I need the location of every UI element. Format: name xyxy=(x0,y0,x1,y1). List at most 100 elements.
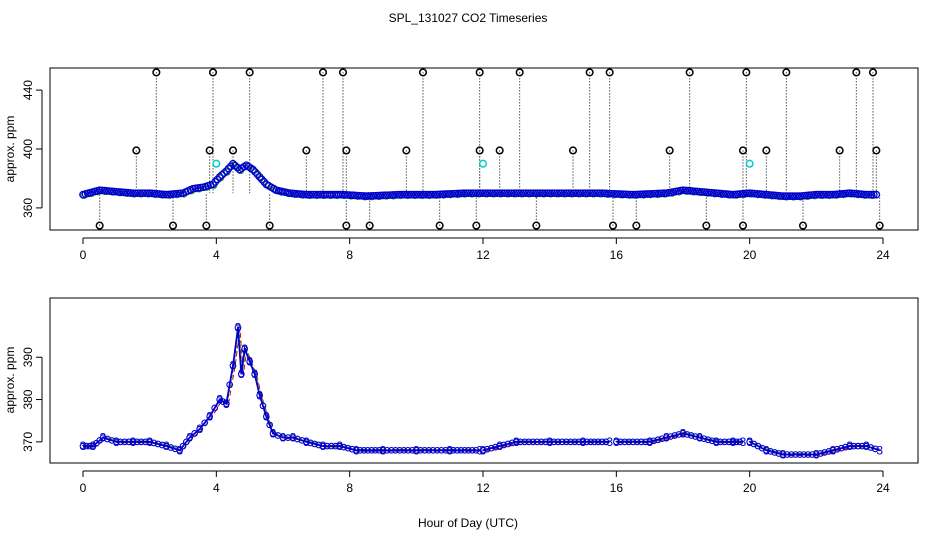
top-baseline-marker xyxy=(138,189,147,198)
bottom-marker xyxy=(796,451,804,458)
top-baseline-marker xyxy=(498,189,506,198)
top-baseline-marker xyxy=(560,189,568,198)
bottom-x-tick-label: 8 xyxy=(346,481,353,495)
bottom-marker xyxy=(437,446,445,454)
bottom-marker xyxy=(529,438,537,446)
top-baseline-marker xyxy=(231,161,240,170)
top-baseline-marker xyxy=(872,190,881,199)
bottom-y-tick-label: 370 xyxy=(21,432,35,452)
bottom-point-label: 3 xyxy=(380,443,387,457)
bottom-marker xyxy=(429,446,437,454)
top-spikes_high-marker xyxy=(318,68,328,77)
bottom-marker xyxy=(612,438,620,446)
top-baseline-marker xyxy=(824,190,833,199)
bottom-point-label: 3 xyxy=(446,443,453,457)
bottom-marker xyxy=(712,438,720,446)
bottom-marker xyxy=(732,438,740,446)
x-axis-label: Hour of Day (UTC) xyxy=(418,516,518,530)
top-spikes_low-marker xyxy=(875,221,884,230)
top-axes: 0 4 8 12 16 20 24 360 400 440 xyxy=(21,80,890,262)
top-baseline-marker xyxy=(229,159,237,168)
top-baseline-marker xyxy=(505,189,514,198)
top-baseline-marker xyxy=(129,189,137,198)
top-baseline-marker xyxy=(364,192,373,200)
top-baseline-marker xyxy=(445,190,454,198)
top-baseline-marker xyxy=(867,190,876,199)
top-spikes_mid-marker xyxy=(762,146,771,155)
top-spikes_low-marker xyxy=(168,221,178,230)
top-spikes_mid-marker xyxy=(302,146,311,155)
top-spikes_low-marker xyxy=(798,221,808,230)
bottom-marker xyxy=(550,438,558,446)
bottom-point-label: 3 xyxy=(413,443,420,457)
top-y-tick-label: 440 xyxy=(21,80,35,100)
top-baseline-marker xyxy=(519,189,528,198)
top-spikes_high-marker xyxy=(742,68,751,77)
top-spikes_high-marker xyxy=(868,68,878,77)
bottom-point-label: 3 xyxy=(740,435,747,449)
bottom-marker xyxy=(708,437,716,445)
top-baseline-marker xyxy=(826,190,835,199)
bottom-marker xyxy=(142,438,149,446)
bottom-marker xyxy=(79,442,87,450)
top-baseline-marker xyxy=(822,190,830,199)
bottom-marker xyxy=(154,440,162,448)
bottom-point-label: 3 xyxy=(263,409,270,423)
top-spikes_mid-marker xyxy=(228,146,238,155)
top-baseline-marker xyxy=(591,189,599,198)
top-baseline-marker xyxy=(598,189,606,198)
top-baseline-marker xyxy=(864,190,873,199)
top-baseline-marker xyxy=(781,192,790,200)
bottom-point-label: 3 xyxy=(230,359,237,373)
bottom-marker xyxy=(182,438,190,446)
top-baseline-marker xyxy=(638,190,647,199)
bottom-point-label: 3 xyxy=(846,439,853,453)
top-baseline-marker xyxy=(507,189,516,198)
top-baseline-marker xyxy=(452,189,461,198)
top-spikes_mid-marker xyxy=(475,146,484,155)
top-spikes_high-marker xyxy=(515,68,524,77)
top-baseline-marker xyxy=(786,192,794,200)
top-y-axis-label: approx. ppm xyxy=(3,116,17,183)
top-baseline-marker xyxy=(576,189,585,198)
top-baseline-marker xyxy=(436,190,444,199)
bottom-point-label: 3 xyxy=(730,435,737,449)
bottom-marker xyxy=(372,446,379,454)
top-baseline-marker xyxy=(817,190,825,199)
bottom-point-label: 3 xyxy=(496,439,503,453)
top-baseline-marker xyxy=(433,190,442,199)
bottom-point-label: 3 xyxy=(196,422,203,436)
bottom-marker xyxy=(417,446,424,454)
bottom-point-label: 3 xyxy=(235,321,242,335)
top-baseline-marker xyxy=(441,190,449,198)
bottom-marker xyxy=(479,446,487,454)
bottom-marker xyxy=(468,446,476,454)
bottom-marker xyxy=(453,446,461,454)
top-baseline-marker xyxy=(457,189,466,198)
top-baseline-marker xyxy=(136,189,144,198)
top-baseline-marker xyxy=(557,189,566,198)
top-x-tick-label: 24 xyxy=(876,248,890,262)
bottom-point-label: 3 xyxy=(113,435,120,449)
bottom-marker xyxy=(787,451,795,458)
top-baseline-marker xyxy=(529,189,537,198)
bottom-marker xyxy=(104,435,111,443)
top-baseline-marker xyxy=(602,189,611,198)
top-baseline-marker xyxy=(405,190,414,199)
bottom-point-label: 3 xyxy=(186,431,193,445)
bottom-marker xyxy=(854,442,862,450)
bottom-marker xyxy=(196,425,204,433)
top-spikes_mid-marker xyxy=(495,146,504,155)
bottom-point-label: 3 xyxy=(241,342,248,356)
bottom-marker xyxy=(323,442,331,450)
bottom-point-label: 3 xyxy=(513,435,520,449)
bottom-marker xyxy=(779,451,787,458)
top-cyan_points-marker xyxy=(478,159,488,168)
top-baseline-marker xyxy=(379,191,387,200)
bottom-point-label: 3 xyxy=(813,448,820,462)
top-baseline-marker xyxy=(133,189,142,198)
top-baseline-marker xyxy=(614,190,623,198)
bottom-point-label: 3 xyxy=(206,409,213,423)
bottom-marker xyxy=(846,442,854,450)
bottom-marker xyxy=(446,446,454,454)
